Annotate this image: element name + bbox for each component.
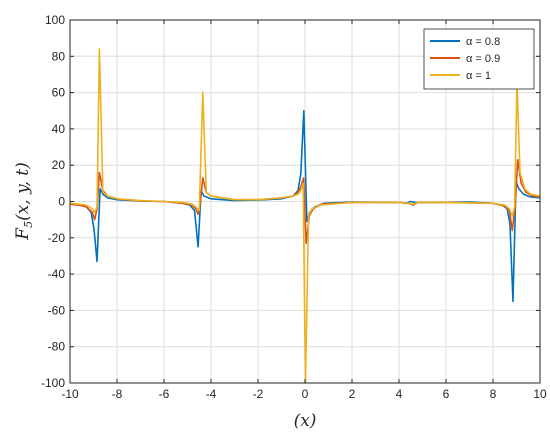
legend-label-2: α = 0.9 [466, 53, 500, 65]
y-tick-label: 40 [52, 122, 66, 136]
y-tick-label: 80 [52, 49, 66, 63]
x-tick-label: -4 [206, 387, 217, 401]
x-tick-label: 2 [349, 387, 356, 401]
x-tick-label: 10 [533, 387, 547, 401]
series-line-3 [69, 48, 541, 384]
series-layer [69, 48, 541, 384]
x-tick-label: -6 [159, 387, 170, 401]
y-axis-label-main: F [13, 227, 33, 241]
y-tick-label: -60 [48, 303, 66, 317]
x-tick-label: 6 [443, 387, 450, 401]
y-axis-label: F5(x, y, t) [13, 162, 35, 240]
legend-label-1: α = 0.8 [466, 36, 500, 48]
y-tick-label: 100 [45, 13, 65, 27]
y-tick-label: 0 [58, 195, 65, 209]
y-axis-label-args: (x, y, t) [13, 162, 33, 221]
y-tick-label: -100 [41, 376, 65, 390]
x-tick-label: -8 [112, 387, 123, 401]
y-tick-label: -40 [48, 267, 66, 281]
x-tick-label: 4 [396, 387, 403, 401]
x-axis-label: (x) [294, 411, 317, 431]
y-tick-label: -80 [48, 340, 66, 354]
x-tick-label: 0 [302, 387, 309, 401]
y-tick-label: 60 [52, 86, 66, 100]
legend-label-3: α = 1 [466, 70, 491, 82]
y-tick-label: 20 [52, 158, 66, 172]
x-tick-label: -10 [61, 387, 79, 401]
x-tick-label: -2 [253, 387, 264, 401]
y-tick-label: -20 [48, 231, 66, 245]
legend: α = 0.8 α = 0.9 α = 1 [423, 28, 535, 90]
y-axis-label-sub: 5 [22, 221, 35, 228]
ticks: -10 -8 -6 -4 -2 0 2 4 6 8 10-100-80-60-40-20020406… [41, 13, 547, 401]
x-tick-label: 8 [490, 387, 497, 401]
